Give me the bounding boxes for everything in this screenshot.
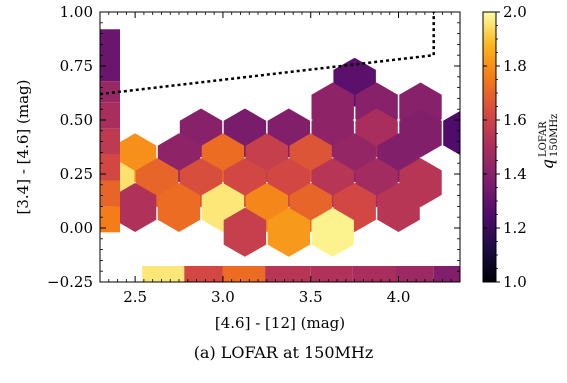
- colorbar-label-sub: 150MHz: [549, 114, 560, 157]
- bottom-strip-cell-3: [265, 266, 311, 282]
- left-strip-cell-5: [100, 180, 120, 207]
- left-strip-cell-3: [100, 128, 120, 155]
- hexbin-33: [223, 207, 267, 257]
- colorbar-tick-label: 1.0: [503, 273, 527, 291]
- x-tick-label: 3.0: [211, 288, 235, 306]
- colorbar-tick-label: 1.4: [503, 165, 527, 183]
- hexbin-32: [377, 183, 420, 232]
- y-tick-label: 0.25: [60, 165, 93, 183]
- hexbin-10: [443, 111, 460, 155]
- bottom-strip-cell-2: [222, 266, 266, 282]
- plot-frame: [99, 11, 461, 283]
- y-tick-label: 0.00: [60, 219, 93, 237]
- y-tick-label: −0.25: [47, 273, 93, 291]
- colorbar: 1.0 1.2 1.4 1.6 1.8 2.0 q LOFAR 150MHz: [482, 3, 560, 291]
- x-tick-label: 4.0: [387, 288, 411, 306]
- hexbin-26: [113, 183, 157, 232]
- colorbar-tick-label: 2.0: [503, 3, 527, 21]
- bottom-strip-cell-7: [433, 266, 460, 282]
- hexbin-35: [311, 207, 354, 257]
- colorbar-label-sup: LOFAR: [538, 121, 549, 157]
- left-strip-cell-4: [100, 154, 120, 181]
- hexbin-34: [267, 207, 310, 257]
- y-tick-label: 1.00: [60, 3, 93, 21]
- x-tick-label: 2.5: [123, 288, 147, 306]
- left-strip-cell-1: [100, 81, 120, 103]
- y-tick-label: 0.75: [60, 57, 93, 75]
- x-tick-label: 3.5: [299, 288, 323, 306]
- colorbar-tick-label: 1.8: [503, 57, 527, 75]
- x-axis-label: [4.6] - [12] (mag): [215, 314, 345, 332]
- left-strip-cell-2: [100, 102, 120, 129]
- left-strip-cell-0: [100, 29, 120, 82]
- colorbar-label: q LOFAR 150MHz: [538, 114, 560, 170]
- colorbar-tick-label: 1.6: [503, 111, 527, 129]
- colorbar-tick-label: 1.2: [503, 219, 527, 237]
- colorbar-label-q: q: [538, 159, 557, 169]
- y-axis-label: [3.4] - [4.6] (mag): [14, 80, 32, 215]
- bottom-strip-cell-5: [352, 266, 396, 282]
- figure-caption: (a) LOFAR at 150MHz: [193, 343, 374, 362]
- y-tick-label: 0.50: [60, 111, 93, 129]
- left-strip-cell-6: [100, 206, 120, 233]
- bottom-strip-cell-6: [395, 266, 434, 282]
- bottom-strip-cell-4: [310, 266, 353, 282]
- colorbar-gradient: [482, 11, 497, 283]
- hexbin-27: [157, 183, 201, 232]
- axes: 2.5 3.0 3.5 4.0 −0.25 0.00 0.25 0.50 0.75 1.00 [4.…: [14, 3, 461, 332]
- bottom-strip-cell-1: [184, 266, 223, 282]
- plot-area: [100, 12, 460, 282]
- bottom-strip-cell-0: [142, 266, 185, 282]
- selection-dashed-line: [100, 12, 435, 96]
